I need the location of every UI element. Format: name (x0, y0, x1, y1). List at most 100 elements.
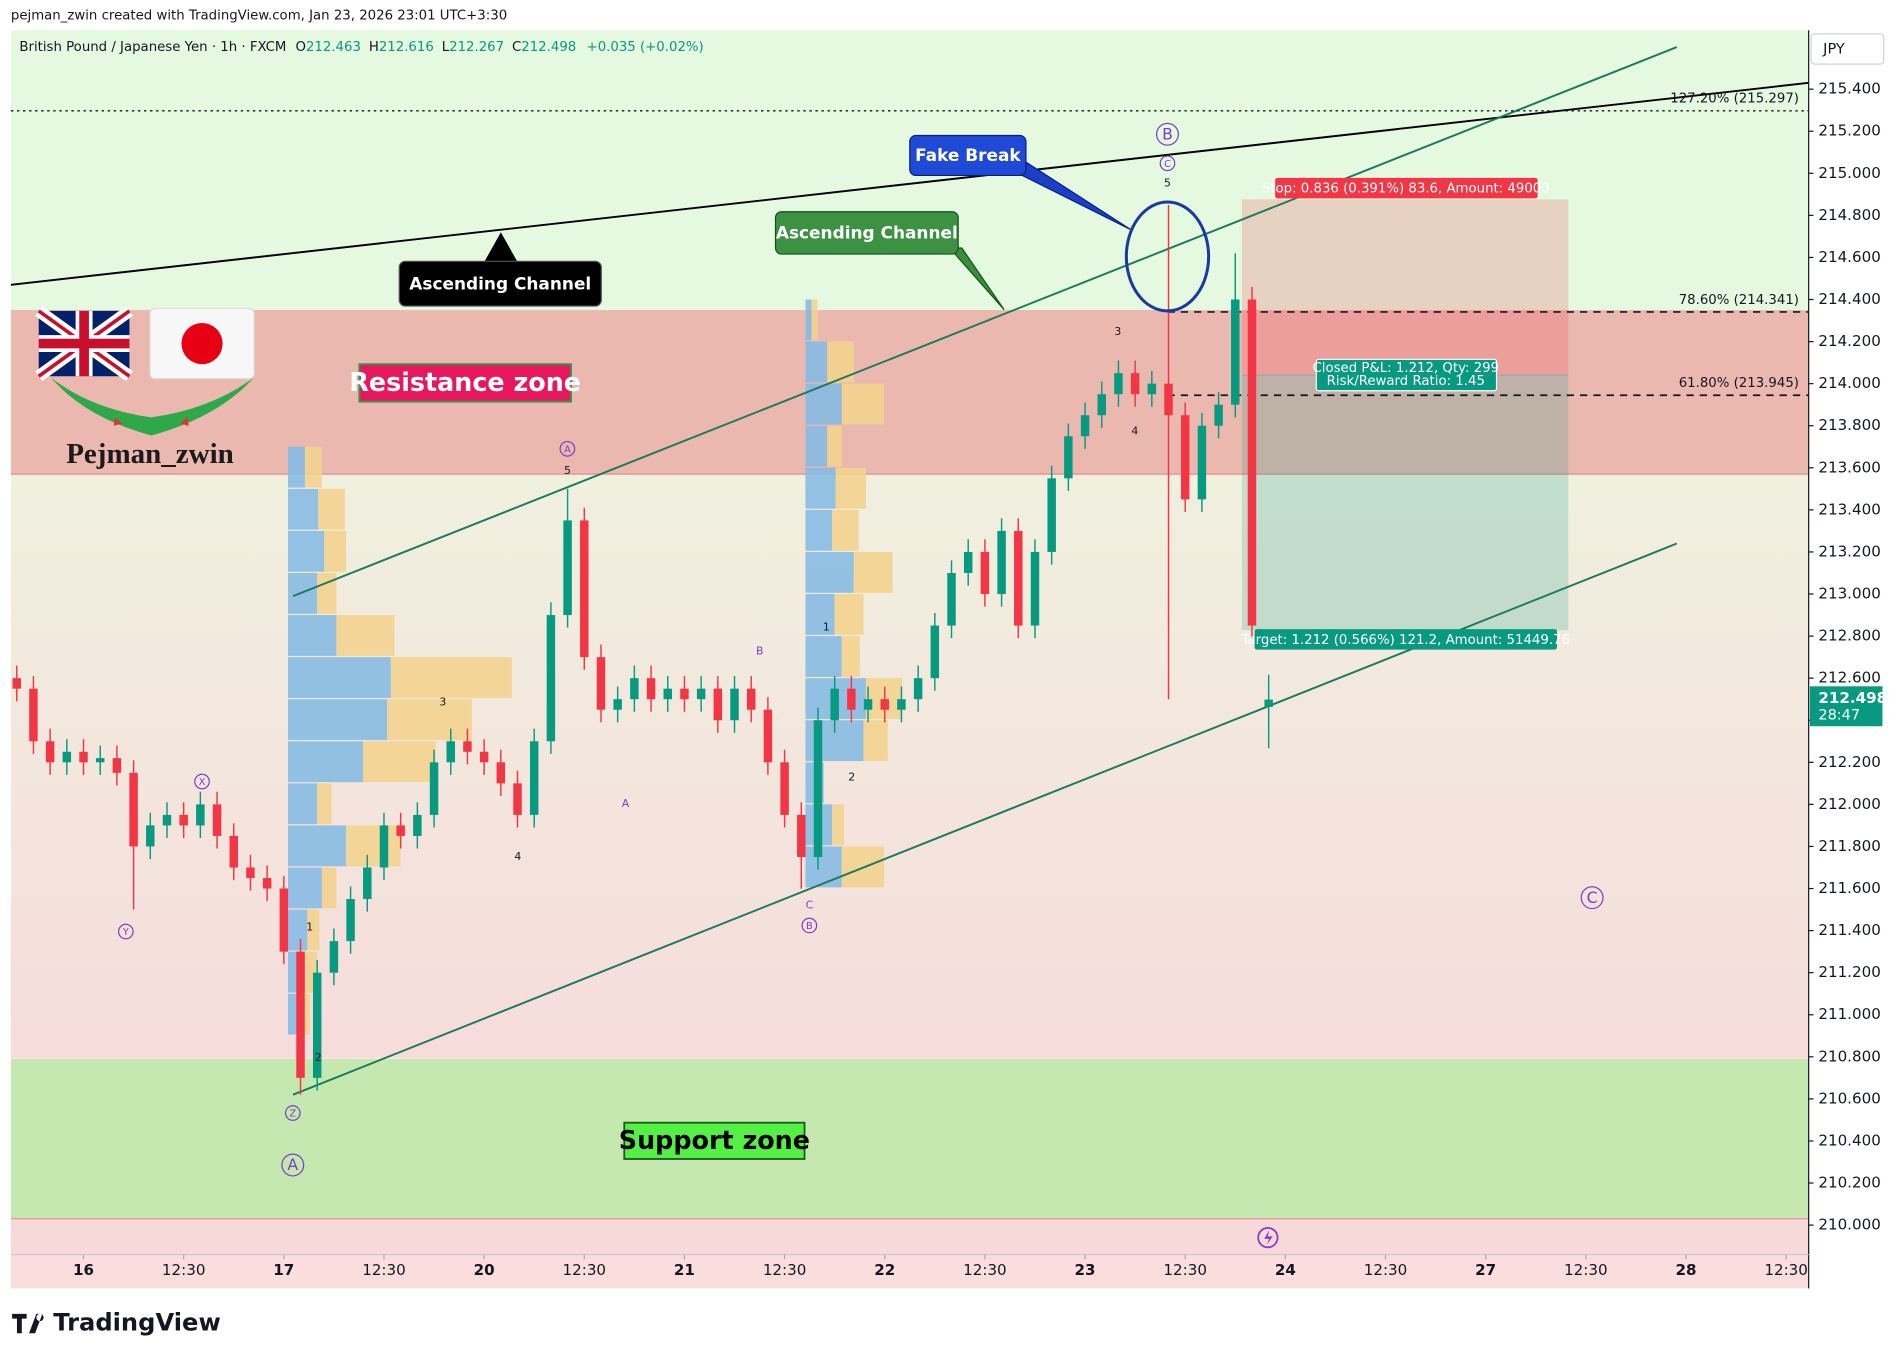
trendline (10, 81, 1809, 286)
wave-label: C (806, 899, 814, 912)
candle-body (713, 688, 723, 721)
profile-down (317, 572, 337, 614)
profile-down (811, 299, 818, 341)
wave-label: 2 (315, 1051, 322, 1064)
candle-body (513, 783, 522, 815)
x-tick-label: 24 (1275, 1261, 1296, 1279)
candle-body (730, 688, 739, 721)
candle-body (680, 688, 689, 700)
currency: JPY (1822, 42, 1845, 58)
y-tick-label: 213.400 (1818, 500, 1880, 518)
pnl-label: Closed P&L: 1.212, Qty: 299 (1313, 361, 1500, 376)
candle-body (479, 751, 489, 763)
profile-up (805, 467, 836, 509)
profile-up (805, 636, 842, 677)
x-tick-label: 22 (874, 1261, 895, 1279)
y-tick-label: 212.800 (1818, 627, 1880, 645)
time-axis-bg (10, 1254, 1809, 1289)
profile-up (805, 425, 828, 467)
candle-body (279, 888, 289, 952)
x-tick-label: 20 (474, 1261, 495, 1279)
profile-down (390, 657, 512, 698)
fib-label: 61.80% (213.945) (1679, 376, 1799, 391)
candle-body (1047, 478, 1056, 552)
candle-body (580, 520, 589, 658)
candle-body (379, 825, 389, 868)
candle-body (1030, 551, 1040, 626)
y-tick-label: 212.200 (1818, 753, 1880, 771)
profile-down (300, 993, 310, 1035)
candle-body (346, 899, 355, 942)
candle-body (980, 551, 990, 595)
profile-down (827, 425, 842, 467)
profile-up (287, 699, 388, 741)
x-tick-label: 16 (73, 1261, 94, 1279)
candle-body (196, 804, 205, 826)
currency-box[interactable] (1810, 33, 1885, 65)
candle-body (930, 625, 940, 679)
callout: Fake Break (909, 134, 1211, 313)
candle-body (813, 720, 823, 857)
wave-label: 1 (306, 920, 313, 933)
wave-circle (194, 773, 210, 790)
x-tick-label: 21 (674, 1261, 695, 1279)
profile-down (387, 699, 472, 741)
candle-body (997, 530, 1006, 595)
ohlc-value: 212.616 (379, 40, 434, 55)
ohlc-value: 212.463 (306, 40, 361, 55)
candle-body (1164, 383, 1173, 416)
candle-body (696, 688, 706, 700)
wave-label: A (564, 444, 571, 455)
wave-label: Y (122, 927, 129, 938)
profile-down (827, 341, 854, 383)
wave-label: 5 (564, 464, 571, 477)
wave-label: B (756, 644, 763, 657)
y-tick-label: 212.000 (1818, 795, 1880, 813)
fib-label: 78.60% (214.341) (1679, 293, 1799, 308)
profile-up (287, 572, 318, 614)
y-tick-label: 215.400 (1818, 80, 1880, 98)
candle-body (1097, 394, 1106, 416)
profile-up (805, 299, 812, 341)
y-tick-label: 210.600 (1818, 1089, 1880, 1107)
wave-label: C (1587, 888, 1598, 907)
wave-label: 4 (1131, 424, 1138, 437)
candle-body (563, 520, 572, 616)
x-tick-label: 28 (1675, 1261, 1696, 1279)
profile-up (287, 530, 325, 572)
pnl-box (1315, 358, 1498, 392)
candle-body (1114, 373, 1123, 395)
candle-body (1064, 436, 1073, 479)
candle-body (429, 762, 439, 815)
y-tick-label: 215.200 (1818, 122, 1880, 140)
y-tick-label: 213.000 (1818, 585, 1880, 603)
x-tick-label: 23 (1075, 1261, 1096, 1279)
profile-up (287, 867, 322, 909)
profile-down (832, 509, 859, 551)
wave-label: A (287, 1155, 298, 1174)
ohlc-value: 212.267 (449, 40, 504, 55)
profile-up (805, 594, 835, 635)
y-tick-label: 214.600 (1818, 248, 1880, 266)
callout-text: Fake Break (915, 145, 1021, 165)
x-tick-label: 12:30 (563, 1261, 607, 1279)
candle-body (630, 678, 639, 700)
candle-body (1264, 699, 1273, 707)
change: +0.035 (+0.02%) (587, 40, 704, 55)
y-tick-label: 211.600 (1818, 879, 1880, 897)
candle-body (45, 741, 55, 763)
ohlc-label: H (369, 40, 379, 55)
candle-body (129, 772, 138, 847)
flags (35, 306, 255, 436)
candle-body (847, 688, 856, 710)
candle-body (296, 951, 305, 1078)
alert-icon[interactable] (1257, 1227, 1279, 1249)
candle-body (246, 867, 255, 879)
x-tick-label: 27 (1475, 1261, 1496, 1279)
profile-down (834, 594, 864, 635)
wave-circle (559, 440, 576, 457)
candle-body (463, 741, 472, 752)
profile-up (287, 909, 308, 951)
symbol: British Pound / Japanese Yen · 1h · FXCM (19, 40, 286, 55)
brand: TradingView (53, 1309, 221, 1337)
